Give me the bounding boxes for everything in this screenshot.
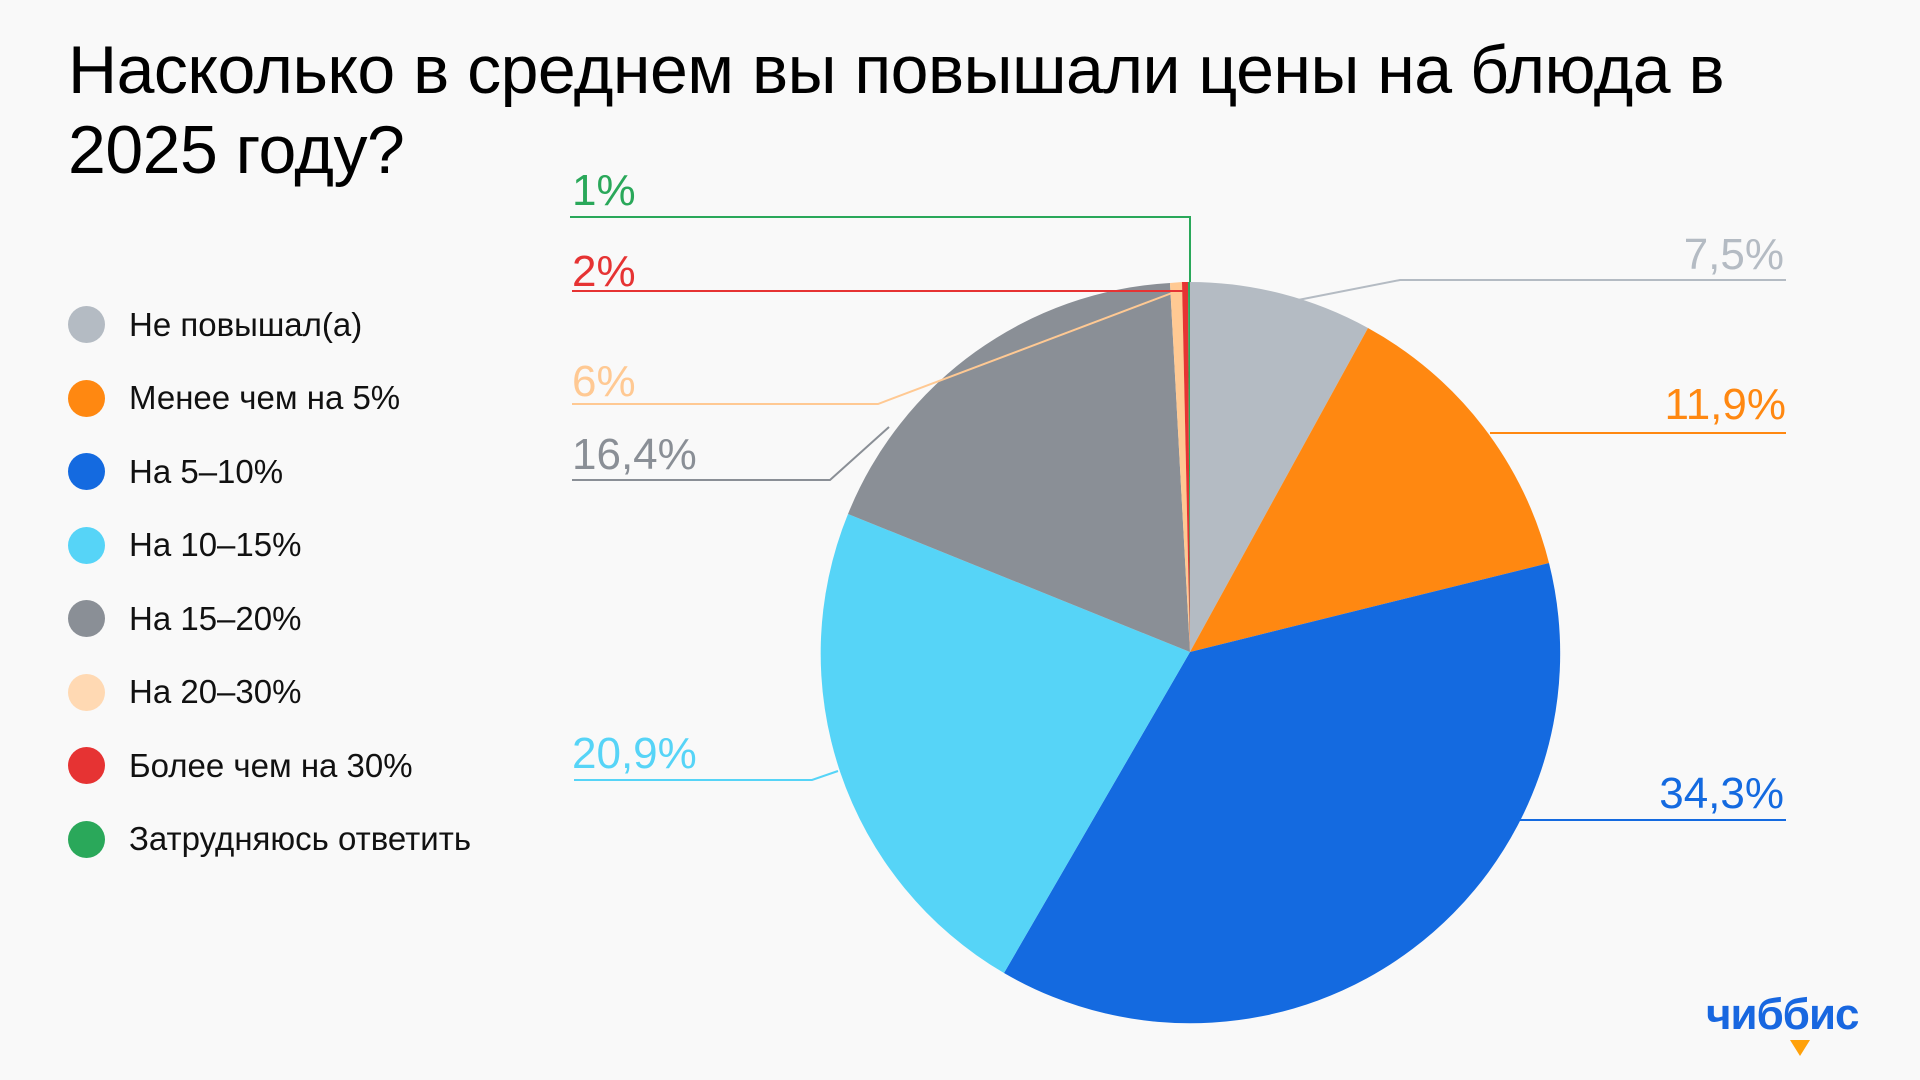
legend-dot-icon bbox=[68, 747, 105, 785]
legend-dot-icon bbox=[68, 820, 105, 858]
value-label-less-5: 11,9% bbox=[1665, 380, 1787, 429]
legend-item-10-15: На 10–15% bbox=[68, 509, 471, 583]
slice-not-raised bbox=[1190, 282, 1368, 652]
legend-dot-icon bbox=[68, 379, 105, 417]
legend-dot-icon bbox=[68, 526, 105, 564]
legend: Не повышал(а) Менее чем на 5% На 5–10% Н… bbox=[68, 288, 471, 876]
legend-label: На 20–30% bbox=[129, 673, 302, 711]
slice-5-10 bbox=[1004, 563, 1561, 1024]
legend-item-5-10: На 5–10% bbox=[68, 435, 471, 509]
legend-dot-icon bbox=[68, 600, 105, 638]
value-label-20-30: 6% bbox=[572, 357, 636, 406]
legend-item-more-30: Более чем на 30% bbox=[68, 729, 471, 803]
legend-item-15-20: На 15–20% bbox=[68, 582, 471, 656]
value-label-more-30: 2% bbox=[572, 247, 636, 296]
slice-15-20 bbox=[848, 283, 1190, 652]
legend-item-20-30: На 20–30% bbox=[68, 656, 471, 730]
legend-dot-icon bbox=[68, 673, 105, 711]
legend-item-not-raised: Не повышал(а) bbox=[68, 288, 471, 362]
value-label-not-raised: 7,5% bbox=[1684, 230, 1784, 279]
legend-label: На 10–15% bbox=[129, 526, 302, 564]
legend-label: Не повышал(а) bbox=[129, 305, 363, 343]
value-label-5-10: 34,3% bbox=[1659, 769, 1784, 818]
value-label-10-15: 20,9% bbox=[572, 729, 697, 778]
leader-line-hard-to-say bbox=[570, 216, 1191, 282]
legend-label: На 15–20% bbox=[129, 599, 302, 637]
brand-logo: чиббис bbox=[1706, 990, 1859, 1039]
slice-20-30 bbox=[1170, 282, 1190, 652]
legend-label: Затрудняюсь ответить bbox=[129, 820, 472, 858]
value-label-hard-to-say: 1% bbox=[572, 166, 636, 215]
legend-label: Более чем на 30% bbox=[129, 746, 413, 784]
leader-line-10-15 bbox=[574, 770, 839, 781]
legend-dot-icon bbox=[68, 306, 105, 344]
leader-line-not-raised bbox=[1297, 279, 1786, 301]
slice-hard-to-say bbox=[1188, 281, 1190, 652]
legend-item-less-5: Менее чем на 5% bbox=[68, 362, 471, 436]
legend-label: На 5–10% bbox=[129, 452, 284, 490]
leader-line-20-30 bbox=[572, 292, 1173, 405]
logo-beak-icon bbox=[1790, 1040, 1810, 1056]
chart-title: Насколько в среднем вы повышали цены на … bbox=[68, 32, 1725, 188]
slice-10-15 bbox=[820, 514, 1190, 973]
slice-less-5 bbox=[1190, 328, 1549, 652]
legend-label: Менее чем на 5% bbox=[129, 379, 401, 417]
leader-line-15-20 bbox=[572, 426, 890, 481]
slice-more-30 bbox=[1182, 281, 1190, 652]
legend-item-hard-to-say: Затрудняюсь ответить bbox=[68, 803, 471, 877]
value-label-15-20: 16,4% bbox=[572, 430, 697, 479]
legend-dot-icon bbox=[68, 453, 105, 491]
